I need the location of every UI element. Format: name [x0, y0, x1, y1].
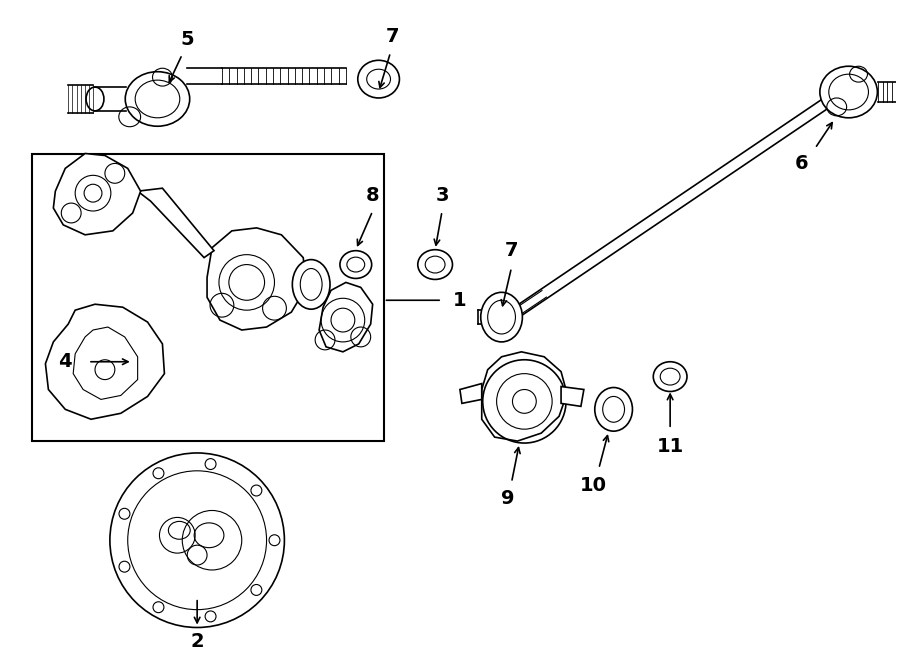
Ellipse shape: [481, 293, 522, 342]
Polygon shape: [482, 352, 567, 441]
Text: 7: 7: [386, 27, 400, 46]
Polygon shape: [138, 188, 214, 258]
Text: 9: 9: [500, 489, 514, 508]
Text: 5: 5: [180, 30, 194, 49]
Text: 11: 11: [656, 436, 684, 455]
Polygon shape: [45, 305, 165, 419]
Text: 2: 2: [190, 632, 204, 651]
Ellipse shape: [653, 361, 687, 391]
Ellipse shape: [820, 66, 877, 118]
Text: 1: 1: [453, 291, 467, 310]
Polygon shape: [460, 383, 482, 403]
Text: 3: 3: [436, 185, 449, 205]
Polygon shape: [320, 283, 373, 352]
Ellipse shape: [292, 260, 330, 309]
Bar: [32, 154, 383, 441]
Text: 8: 8: [365, 185, 380, 205]
Polygon shape: [53, 154, 140, 235]
Polygon shape: [73, 327, 138, 399]
Polygon shape: [207, 228, 306, 330]
Text: 10: 10: [580, 476, 608, 495]
Text: 4: 4: [58, 352, 72, 371]
Polygon shape: [561, 387, 584, 406]
Ellipse shape: [595, 387, 633, 431]
Text: 7: 7: [505, 241, 518, 260]
Text: 6: 6: [796, 154, 809, 173]
